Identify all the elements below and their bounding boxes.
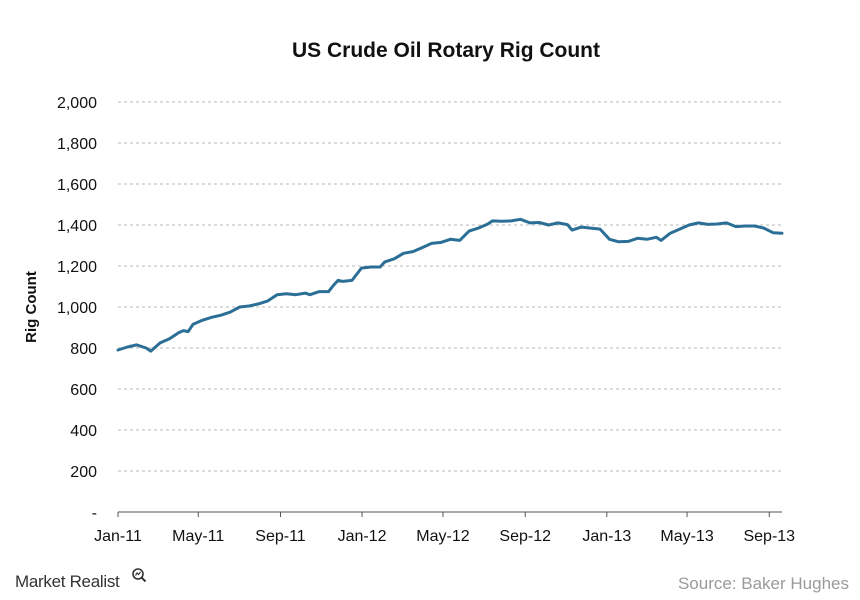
y-tick-label: 1,200: [57, 259, 97, 276]
y-tick-label: 2,000: [57, 95, 97, 112]
y-tick-label: 1,600: [57, 177, 97, 194]
y-tick-label: 1,000: [57, 300, 97, 317]
y-tick-label: 800: [70, 341, 97, 358]
magnifier-icon: [132, 568, 147, 583]
x-tick-label: Jan-11: [94, 528, 142, 545]
brand-name: Market Realist: [15, 572, 120, 591]
y-tick-label: 400: [70, 423, 97, 440]
x-tick-label: May-11: [172, 528, 224, 545]
y-tick-label: 200: [70, 464, 97, 481]
source-note: Source: Baker Hughes: [678, 574, 849, 593]
y-tick-label: 1,800: [57, 136, 97, 153]
x-tick-label: Sep-12: [499, 528, 551, 545]
y-tick-label: 1,400: [57, 218, 97, 235]
chart-title: US Crude Oil Rotary Rig Count: [292, 39, 600, 62]
y-tick-label: -: [92, 505, 97, 522]
y-axis-ticks: - 200 400 600 800 1,000 1,200 1,400 1,600 1,800 2,…: [57, 95, 97, 522]
y-axis-label: Rig Count: [23, 271, 40, 343]
x-tick-label: Sep-11: [255, 528, 306, 545]
x-axis-ticks: Jan-11 May-11 Sep-11 Jan-12 May-12 Sep-12 Jan-…: [94, 512, 795, 545]
market-realist-logo: Market Realist: [15, 568, 147, 591]
x-tick-label: May-12: [416, 528, 469, 545]
gridlines: [118, 101, 782, 472]
y-tick-label: 600: [70, 382, 97, 399]
x-tick-label: May-13: [660, 528, 713, 545]
x-tick-label: Jan-12: [338, 528, 387, 545]
rig-count-series-line: [116, 217, 784, 353]
x-tick-label: Sep-13: [743, 528, 795, 545]
x-tick-label: Jan-13: [582, 528, 631, 545]
